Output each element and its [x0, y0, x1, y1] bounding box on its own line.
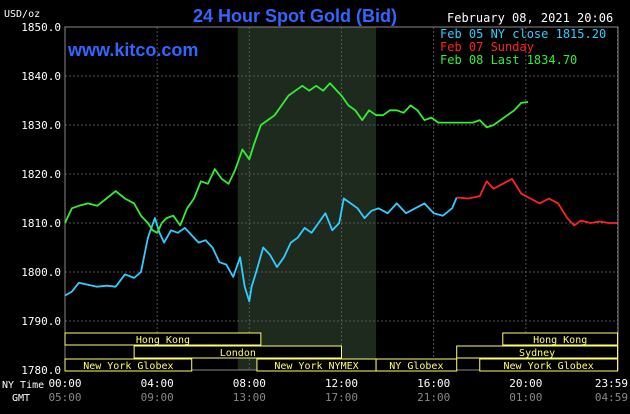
legend: Feb 05 NY close 1815.20 Feb 07 Sunday Fe…: [440, 27, 606, 67]
gmt-time-tick: 13:00: [233, 391, 266, 404]
gmt-time-tick: 09:00: [141, 391, 174, 404]
session-label: New York NYMEX: [274, 361, 358, 372]
ny-time-tick: 04:00: [141, 377, 174, 390]
session-bar: [502, 332, 619, 346]
y-tick-label: 1800.0: [21, 266, 61, 279]
series-line: [64, 197, 458, 303]
session-label: Sydney: [519, 348, 555, 359]
y-tick-label: 1790.0: [21, 315, 61, 328]
y-tick-label: 1820.0: [21, 168, 61, 181]
gmt-time-tick: 04:59: [595, 391, 628, 404]
session-bar: [64, 332, 262, 346]
ny-time-tick: 00:00: [48, 377, 81, 390]
y-tick-label: 1840.0: [21, 70, 61, 83]
y-tick-label: 1830.0: [21, 119, 61, 132]
ny-time-tick: 12:00: [325, 377, 358, 390]
session-label: Hong Kong: [533, 335, 587, 346]
gmt-label: GMT: [12, 393, 30, 404]
session-bar: [456, 345, 619, 359]
y-tick-label: 1810.0: [21, 217, 61, 230]
ny-time-tick: 20:00: [509, 377, 542, 390]
session-bar: [133, 345, 342, 359]
gmt-time-tick: 17:00: [325, 391, 358, 404]
series-line: [64, 82, 529, 234]
chart-title: 24 Hour Spot Gold (Bid): [193, 6, 397, 26]
ny-time-label: NY Time: [2, 380, 44, 391]
legend-item: Feb 08 Last 1834.70: [440, 53, 577, 67]
y-tick-label: 1780.0: [21, 364, 61, 377]
session-bar: [479, 358, 619, 372]
gmt-time-tick: 01:00: [509, 391, 542, 404]
legend-item: Feb 05 NY close 1815.20: [440, 27, 606, 41]
legend-item: Feb 07 Sunday: [440, 40, 534, 54]
ny-time-tick: 23:59: [595, 377, 628, 390]
nymex-session-band: [237, 27, 377, 370]
ny-time-tick: 16:00: [417, 377, 450, 390]
session-label: NY Globex: [389, 361, 443, 372]
gmt-time-tick: 21:00: [417, 391, 450, 404]
y-tick-label: 1850.0: [21, 21, 61, 34]
series-line: [456, 177, 618, 227]
gmt-time-tick: 05:00: [48, 391, 81, 404]
unit-label: USD/oz: [4, 9, 40, 20]
ny-time-tick: 08:00: [233, 377, 266, 390]
session-label: New York Globex: [503, 361, 593, 372]
session-bar: [375, 358, 458, 372]
brand-link[interactable]: www.kitco.com: [67, 40, 198, 60]
session-label: New York Globex: [83, 361, 173, 372]
date-stamp: February 08, 2021 20:06: [447, 11, 613, 25]
session-label: London: [220, 348, 256, 359]
session-bar: [64, 358, 193, 372]
session-label: Hong Kong: [136, 335, 190, 346]
